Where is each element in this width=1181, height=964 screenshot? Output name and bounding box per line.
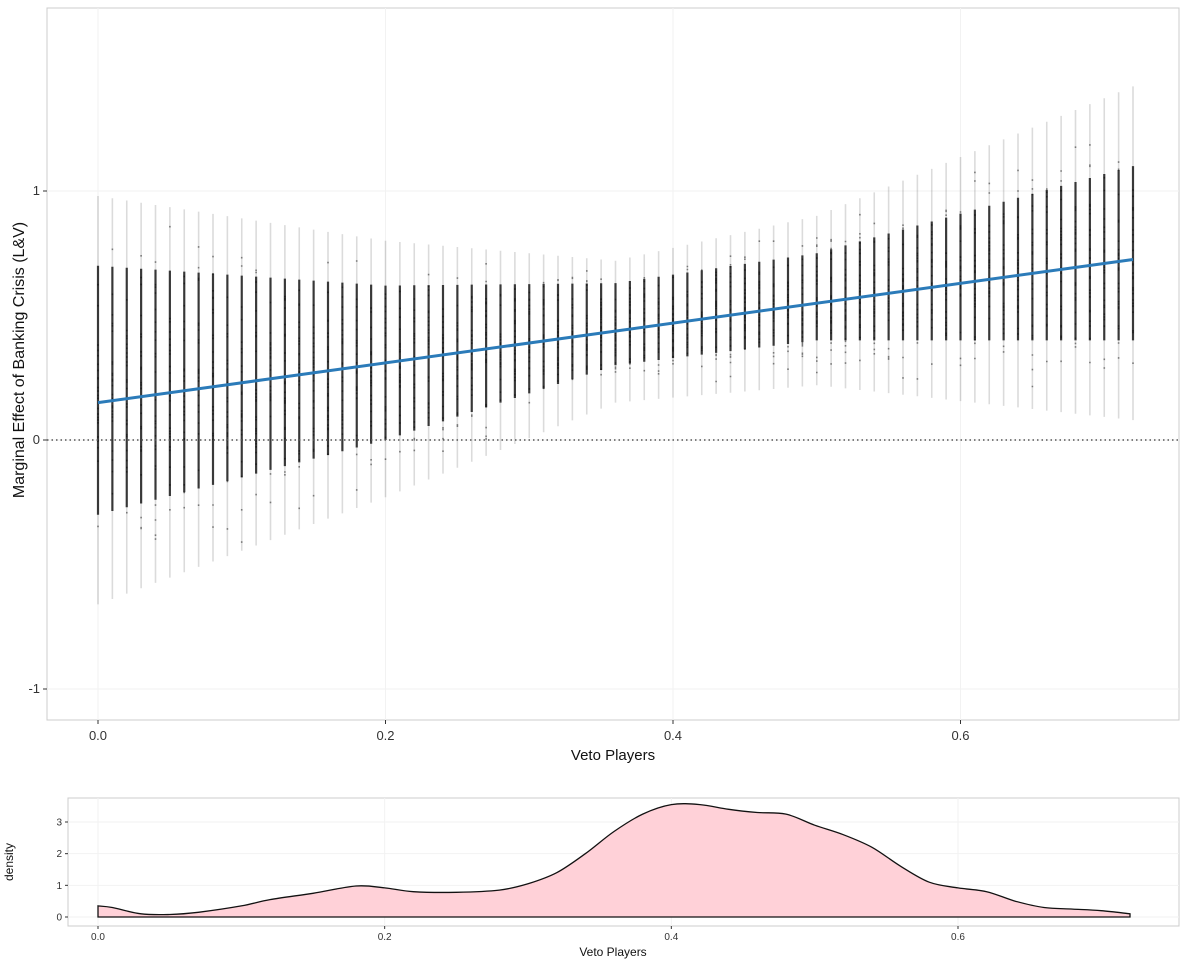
effect-draws xyxy=(1074,146,1077,348)
effect-draws xyxy=(945,209,947,336)
density-y-tick-label: 3 xyxy=(56,818,62,829)
main-x-ticks: 0.0 0.2 0.4 0.6 xyxy=(89,720,970,743)
effect-draws xyxy=(197,246,200,506)
main-y-tick-label: 0 xyxy=(33,432,40,447)
effect-draws xyxy=(528,291,531,404)
effect-draws xyxy=(298,289,300,510)
main-y-axis-title: Marginal Effect of Banking Crisis (L&V) xyxy=(11,222,28,498)
effect-draws xyxy=(212,255,214,528)
effect-draws xyxy=(1046,188,1048,363)
effect-draws xyxy=(586,270,588,370)
marginal-effect-panel: 0.0 0.2 0.4 0.6 -1 0 1 Veto Players Marginal … xyxy=(11,7,1180,764)
main-x-tick-label: 0.4 xyxy=(664,728,682,743)
effect-draws xyxy=(1002,213,1005,353)
effect-draws xyxy=(959,211,962,367)
density-area xyxy=(97,803,1131,918)
main-plot-frame xyxy=(46,7,1180,721)
effect-draws xyxy=(355,260,358,491)
density-y-tick-label: 2 xyxy=(56,849,62,860)
effect-draws xyxy=(1117,161,1120,359)
effect-draws xyxy=(701,269,703,368)
effect-draws xyxy=(542,281,545,390)
simulated-effects xyxy=(96,86,1135,605)
effect-draws xyxy=(413,298,416,452)
effect-draws xyxy=(226,296,229,530)
effect-draws xyxy=(269,301,272,504)
main-y-tick-label: 1 xyxy=(33,183,40,198)
density-x-tick-label: 0.0 xyxy=(91,932,105,943)
density-x-ticks: 0.0 0.2 0.4 0.6 xyxy=(91,926,965,943)
effect-draws xyxy=(643,277,646,372)
main-x-tick-label: 0.2 xyxy=(376,728,394,743)
effect-draws xyxy=(154,261,157,540)
effect-draws xyxy=(844,240,847,364)
effect-draws xyxy=(111,248,114,495)
density-y-ticks: 0 1 2 3 xyxy=(56,818,68,924)
effect-draws xyxy=(97,283,99,528)
main-gridlines xyxy=(47,8,1179,720)
density-y-axis-title: density xyxy=(2,843,16,881)
effect-draws xyxy=(514,288,516,396)
effect-draws xyxy=(873,222,876,355)
effect-draws xyxy=(715,271,717,383)
effect-draws xyxy=(456,277,459,427)
density-x-tick-label: 0.2 xyxy=(378,932,392,943)
effect-draws xyxy=(859,213,861,362)
main-y-tick-label: -1 xyxy=(28,681,40,696)
effect-draws xyxy=(1031,179,1034,388)
effect-draws xyxy=(384,293,387,460)
effect-draws xyxy=(571,276,574,381)
effect-draws xyxy=(140,255,142,530)
effect-draws xyxy=(341,286,344,435)
effect-draws xyxy=(442,308,444,452)
density-y-tick-label: 1 xyxy=(56,881,62,892)
effect-draws xyxy=(255,269,257,496)
effect-draws xyxy=(974,171,976,360)
effect-draws xyxy=(816,237,818,374)
marginal-effect-line xyxy=(97,257,1134,405)
density-x-tick-label: 0.6 xyxy=(951,932,965,943)
density-x-tick-label: 0.4 xyxy=(664,932,678,943)
main-y-ticks: -1 0 1 xyxy=(28,183,47,696)
effect-draws xyxy=(126,299,128,514)
effect-draws xyxy=(427,273,430,419)
effect-draws xyxy=(600,278,602,376)
effect-draws xyxy=(327,261,329,456)
effect-draws xyxy=(902,224,904,379)
effect-draws xyxy=(312,304,315,497)
effect-draws xyxy=(1060,170,1062,363)
effect-draws xyxy=(916,234,919,380)
effect-draws xyxy=(887,237,890,360)
density-y-tick-label: 0 xyxy=(56,913,62,924)
effect-draws xyxy=(801,245,804,358)
density-panel: 0.0 0.2 0.4 0.6 0 1 2 3 Veto Players density xyxy=(2,797,1180,959)
main-x-axis-title: Veto Players xyxy=(571,747,655,764)
main-x-tick-label: 0.0 xyxy=(89,728,107,743)
effect-draws xyxy=(772,240,775,365)
effect-draws xyxy=(1132,189,1134,364)
effect-draws xyxy=(830,238,832,365)
effect-draws xyxy=(557,279,559,382)
effect-draws xyxy=(499,293,502,401)
main-x-tick-label: 0.6 xyxy=(951,728,969,743)
density-x-axis-title: Veto Players xyxy=(579,945,646,959)
effect-draws xyxy=(657,284,660,375)
effect-draws xyxy=(183,275,185,509)
